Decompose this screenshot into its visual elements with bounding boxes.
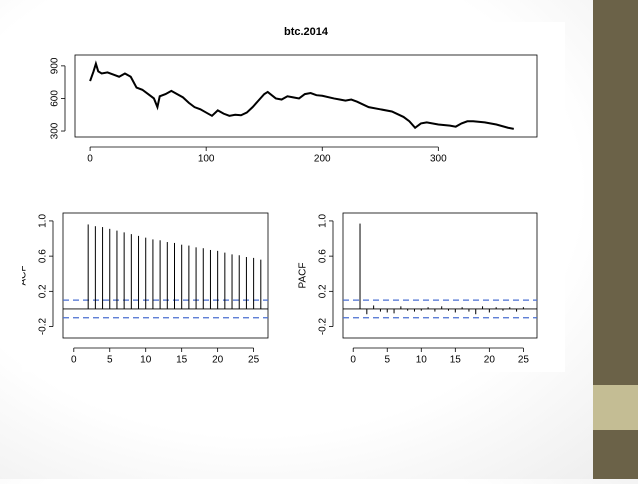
x-tick-label: 100: [198, 154, 215, 165]
y-tick-label: 1.0: [38, 214, 49, 228]
y-tick-label: 0.6: [318, 249, 329, 263]
y-tick-label: -0.2: [38, 318, 49, 336]
y-tick-label: 1.0: [318, 214, 329, 228]
x-tick-label: 20: [212, 355, 224, 366]
plot-image: [22, 22, 565, 372]
y-axis-label: PACF: [298, 263, 309, 289]
x-tick-label: 300: [430, 154, 447, 165]
x-tick-label: 15: [450, 355, 462, 366]
plot-box: [342, 212, 538, 339]
x-tick-label: 0: [71, 355, 77, 366]
x-tick-label: 200: [314, 154, 331, 165]
x-tick-label: 0: [350, 355, 356, 366]
x-axis-label: Lag: [157, 373, 174, 384]
x-tick-label: 20: [484, 355, 496, 366]
y-tick-label: 0.6: [38, 249, 49, 263]
side-square: [593, 385, 638, 430]
chart-title: btc.2014: [284, 26, 329, 38]
y-axis-label: ACF: [18, 266, 29, 286]
y-tick-label: 0.2: [38, 284, 49, 298]
x-tick-label: 5: [107, 355, 113, 366]
plot-box: [62, 212, 269, 339]
x-axis-label: Lag: [432, 373, 449, 384]
x-tick-label: 15: [176, 355, 188, 366]
y-tick-label: -0.2: [318, 318, 329, 336]
x-tick-label: 10: [416, 355, 428, 366]
x-tick-label: 10: [140, 355, 152, 366]
x-tick-label: 5: [384, 355, 390, 366]
y-tick-label: 300: [50, 122, 61, 139]
x-tick-label: 25: [518, 355, 530, 366]
x-tick-label: 0: [87, 154, 93, 165]
x-tick-label: 25: [248, 355, 260, 366]
price-line: [89, 60, 514, 130]
y-tick-label: 0.2: [318, 284, 329, 298]
y-tick-label: 600: [50, 90, 61, 107]
y-tick-label: 900: [50, 57, 61, 74]
plot-box: [74, 54, 538, 138]
